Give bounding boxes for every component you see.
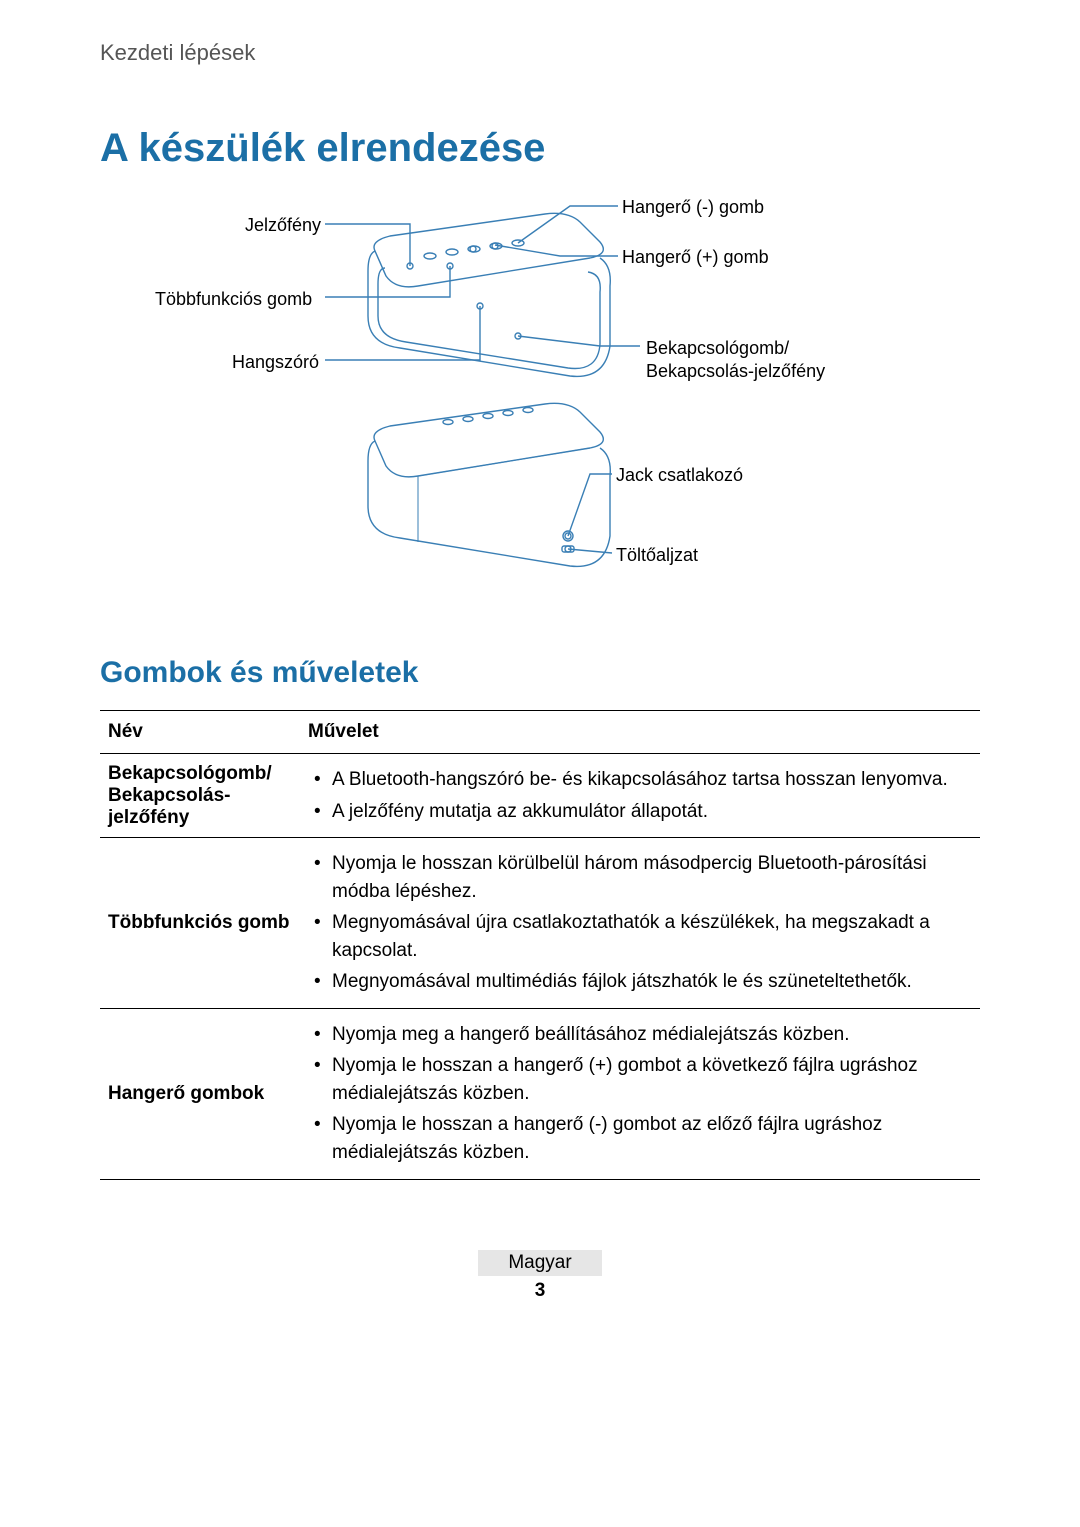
row-name: Hangerő gombok (100, 1008, 300, 1179)
table-row: Hangerő gombok Nyomja meg a hangerő beál… (100, 1008, 980, 1179)
table-row: Bekapcsológomb/ Bekapcsolás-jelzőfény A … (100, 754, 980, 838)
row-actions: Nyomja meg a hangerő beállításához média… (300, 1008, 980, 1179)
diagram-label-indicator-light: Jelzőfény (245, 214, 321, 237)
page-title: A készülék elrendezése (100, 126, 980, 171)
action-item: Nyomja le hosszan a hangerő (+) gombot a… (308, 1052, 972, 1107)
diagram-label-power-button: Bekapcsológomb/ Bekapcsolás-jelzőfény (646, 337, 825, 384)
page-footer: Magyar 3 (100, 1250, 980, 1302)
action-item: Nyomja meg a hangerő beállításához média… (308, 1021, 972, 1049)
section-subtitle: Gombok és műveletek (100, 656, 980, 690)
device-diagram-svg (100, 196, 980, 616)
diagram-label-speaker: Hangszóró (232, 351, 319, 374)
action-item: Nyomja le hosszan körülbelül három másod… (308, 850, 972, 905)
row-name: Bekapcsológomb/ Bekapcsolás-jelzőfény (100, 754, 300, 838)
action-item: Nyomja le hosszan a hangerő (-) gombot a… (308, 1111, 972, 1166)
device-diagram: Jelzőfény Többfunkciós gomb Hangszóró Ha… (100, 196, 980, 616)
diagram-label-volume-down: Hangerő (-) gomb (622, 196, 764, 219)
action-item: Megnyomásával újra csatlakoztathatók a k… (308, 909, 972, 964)
action-item: Megnyomásával multimédiás fájlok játszha… (308, 968, 972, 996)
diagram-label-volume-up: Hangerő (+) gomb (622, 246, 769, 269)
page-root: Kezdeti lépések A készülék elrendezése J… (0, 0, 1080, 1362)
action-item: A jelzőfény mutatja az akkumulátor állap… (308, 798, 972, 826)
row-actions: A Bluetooth-hangszóró be- és kikapcsolás… (300, 754, 980, 838)
row-name: Többfunkciós gomb (100, 838, 300, 1009)
diagram-label-charging-port: Töltőaljzat (616, 544, 698, 567)
table-row: Többfunkciós gomb Nyomja le hosszan körü… (100, 838, 980, 1009)
row-actions: Nyomja le hosszan körülbelül három másod… (300, 838, 980, 1009)
footer-language: Magyar (478, 1250, 601, 1276)
action-item: A Bluetooth-hangszóró be- és kikapcsolás… (308, 766, 972, 794)
buttons-table: Név Művelet Bekapcsológomb/ Bekapcsolás-… (100, 710, 980, 1180)
footer-page-number: 3 (100, 1280, 980, 1302)
table-header-action: Művelet (300, 711, 980, 754)
diagram-label-jack: Jack csatlakozó (616, 464, 743, 487)
breadcrumb: Kezdeti lépések (100, 40, 980, 66)
table-header-name: Név (100, 711, 300, 754)
diagram-label-multi-button: Többfunkciós gomb (155, 288, 312, 311)
